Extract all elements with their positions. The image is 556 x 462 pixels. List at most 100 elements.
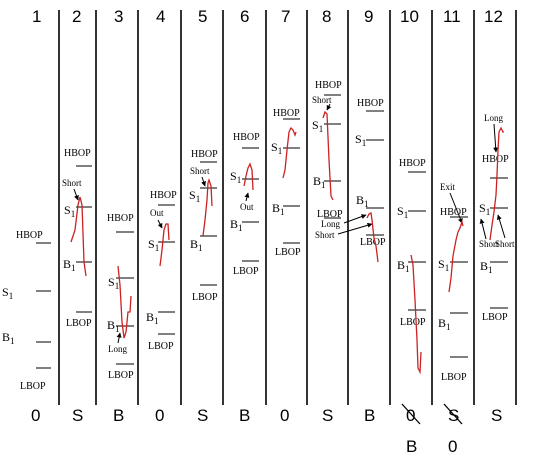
column-11: HBOP S1 B1 LBOP Exit Short: [438, 182, 499, 383]
b1-label: B1: [190, 237, 203, 253]
note-label-2: Short: [495, 239, 515, 249]
price-line: [322, 110, 334, 201]
column-number: 5: [198, 7, 207, 26]
signal-label: S: [72, 406, 83, 425]
signal-below-label: 0: [448, 437, 457, 456]
s1-label: S1: [108, 275, 119, 291]
signal-row: 0 S B 0 S B 0 S B 0 S S B 0: [31, 403, 502, 456]
lbop-label: LBOP: [441, 372, 467, 383]
price-line: [159, 223, 170, 267]
lbop-label: LBOP: [275, 247, 301, 258]
hbop-label: HBOP: [150, 190, 177, 201]
lbop-label: LBOP: [317, 209, 343, 220]
note-arrow: [493, 123, 499, 153]
column-2: HBOP S1 B1 LBOP Short: [62, 148, 92, 329]
note-arrow-2: [337, 222, 373, 235]
note-label: Exit: [440, 182, 455, 192]
price-line: [282, 126, 297, 179]
hbop-label: HBOP: [16, 230, 43, 241]
column-6: HBOP S1 B1 LBOP Out: [230, 132, 260, 277]
s1-label: S1: [397, 204, 408, 220]
note-label: Long: [484, 113, 503, 123]
lbop-label: LBOP: [108, 370, 134, 381]
b1-label: B1: [2, 330, 15, 346]
s1-label: S1: [355, 132, 366, 148]
lbop-label: LBOP: [482, 312, 508, 323]
hbop-label: HBOP: [440, 207, 467, 218]
signal-label: S: [197, 406, 208, 425]
s1-label: S1: [479, 201, 490, 217]
hbop-label: HBOP: [64, 148, 91, 159]
s1-label: S1: [2, 285, 13, 301]
column-numbers: 1 2 3 4 5 6 7 8 9 10 11 12: [32, 7, 503, 26]
hbop-label: HBOP: [399, 158, 426, 169]
b1-label: B1: [63, 257, 76, 273]
column-number: 3: [114, 7, 123, 26]
hbop-label: HBOP: [482, 154, 509, 165]
s1-label: S1: [64, 203, 75, 219]
hbop-label: HBOP: [233, 132, 260, 143]
note-label: Out: [240, 202, 254, 212]
note-arrow: [116, 332, 122, 344]
signal-label: B: [364, 406, 375, 425]
signal-label: S: [491, 406, 502, 425]
b1-label: B1: [146, 310, 159, 326]
b1-label: B1: [356, 193, 369, 209]
note-label-2: Short: [479, 239, 499, 249]
signal-label: 0: [280, 406, 289, 425]
column-12: HBOP S1 B1 LBOP Long Short: [479, 113, 515, 323]
price-line: [70, 196, 87, 277]
b1-label: B1: [438, 316, 451, 332]
hbop-label: HBOP: [191, 149, 218, 160]
b1-label: B1: [480, 259, 493, 275]
hbop-label: HBOP: [273, 108, 300, 119]
b1-label: B1: [272, 201, 285, 217]
lbop-label: LBOP: [192, 292, 218, 303]
note-arrow: [157, 219, 163, 229]
column-3: HBOP S1 B1 LBOP Long: [107, 213, 134, 381]
column-number: 6: [240, 7, 249, 26]
column-number: 11: [443, 7, 461, 26]
price-line: [366, 212, 379, 263]
column-7: HBOP S1 B1 LBOP: [271, 108, 301, 258]
column-number: 10: [400, 7, 419, 26]
column-5: HBOP S1 B1 LBOP Short: [189, 149, 218, 303]
lbop-label: LBOP: [360, 237, 386, 248]
s1-label: S1: [148, 237, 159, 253]
note-arrow: [326, 103, 332, 111]
signal-label: S: [322, 406, 333, 425]
lbop-label: LBOP: [400, 317, 426, 328]
note-arrow: [244, 192, 250, 202]
price-line: [410, 254, 422, 375]
column-10: HBOP S1 B1 LBOP: [397, 158, 426, 375]
strike-mark: [401, 403, 421, 425]
note-label: Short: [62, 178, 82, 188]
note-arrow: [73, 188, 79, 201]
column-number: 4: [156, 7, 165, 26]
signal-label: 0: [31, 406, 40, 425]
s1-label: S1: [189, 188, 200, 204]
b1-label: B1: [230, 217, 243, 233]
note-label: Short: [190, 166, 210, 176]
column-number: 12: [484, 7, 503, 26]
note-arrow: [449, 192, 463, 224]
hbop-label: HBOP: [107, 213, 134, 224]
s1-label: S1: [438, 257, 449, 273]
signal-below-label: B: [406, 437, 417, 456]
column-1: HBOP S1 B1 LBOP: [2, 230, 51, 392]
lbop-label: LBOP: [20, 381, 46, 392]
s1-label: S1: [271, 140, 282, 156]
b1-label: B1: [107, 318, 120, 334]
signal-label: B: [113, 406, 124, 425]
column-number: 7: [281, 7, 290, 26]
note-label: Out: [150, 208, 164, 218]
signal-label: B: [239, 406, 250, 425]
price-line: [489, 126, 504, 241]
s1-label: S1: [230, 169, 241, 185]
hbop-label: HBOP: [357, 98, 384, 109]
column-8: HBOP S1 B1 LBOP Short: [312, 80, 343, 220]
note-label: Short: [312, 95, 332, 105]
lbop-label: LBOP: [66, 318, 92, 329]
price-line: [448, 219, 464, 293]
